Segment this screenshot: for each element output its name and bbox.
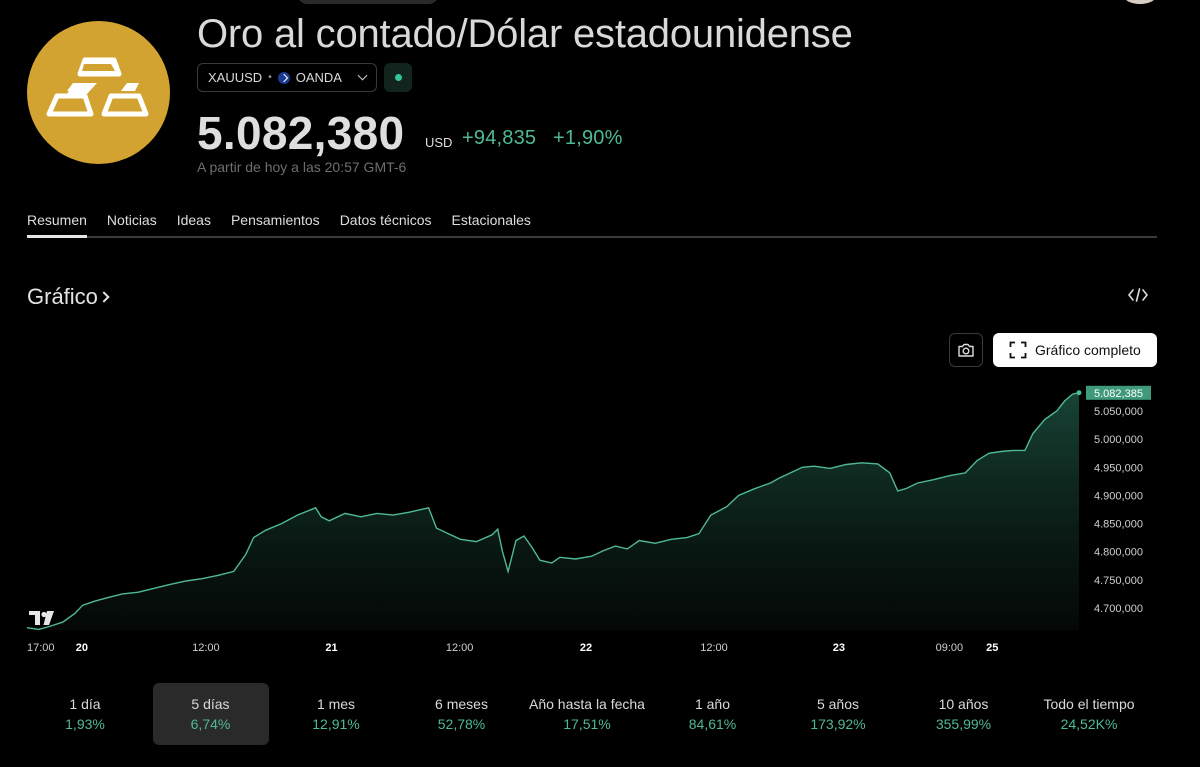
period-change: 173,92% bbox=[810, 716, 866, 732]
x-tick-label: 12:00 bbox=[446, 642, 474, 654]
period-5d[interactable]: 5 días 6,74% bbox=[152, 683, 269, 745]
price-timestamp: A partir de hoy a las 20:57 GMT-6 bbox=[197, 159, 407, 175]
period-change: 24,52K% bbox=[1060, 716, 1118, 732]
current-price: 5.082,380 bbox=[197, 107, 405, 159]
x-tick-label: 09:00 bbox=[936, 642, 964, 654]
period-1y[interactable]: 1 año 84,61% bbox=[655, 683, 771, 745]
period-label: 5 días bbox=[191, 696, 230, 712]
tab-datos-tecnicos[interactable]: Datos técnicos bbox=[339, 212, 432, 228]
status-dot-icon bbox=[394, 74, 402, 81]
price-change-pct: +1,90% bbox=[553, 127, 623, 149]
top-search-bar-edge[interactable] bbox=[298, 0, 438, 4]
y-tick-label: 4.950,000 bbox=[1094, 462, 1143, 474]
separator-dot: • bbox=[268, 72, 272, 83]
period-label: 6 meses bbox=[435, 696, 488, 712]
price-line bbox=[26, 392, 1080, 631]
period-label: Todo el tiempo bbox=[1043, 696, 1135, 712]
period-1m[interactable]: 1 mes 12,91% bbox=[278, 683, 394, 745]
price-change-abs: +94,835 bbox=[462, 127, 537, 149]
period-label: 1 año bbox=[694, 696, 731, 712]
full-chart-label: Gráfico completo bbox=[1035, 342, 1141, 358]
period-label: 5 años bbox=[816, 696, 860, 712]
camera-icon bbox=[958, 343, 974, 357]
period-change: 52,78% bbox=[437, 716, 486, 732]
performance-periods: 1 día 1,93% 5 días 6,74% 1 mes 12,91% 6 mes… bbox=[27, 683, 1157, 745]
x-tick-label: 25 bbox=[986, 642, 998, 654]
price-currency: USD bbox=[425, 135, 453, 150]
x-tick-label: 21 bbox=[325, 642, 337, 654]
y-tick-label: 4.900,000 bbox=[1094, 490, 1143, 502]
period-change: 355,99% bbox=[935, 716, 992, 732]
y-tick-label: 5.000,000 bbox=[1094, 434, 1143, 446]
oanda-icon bbox=[277, 71, 290, 84]
period-change: 12,91% bbox=[312, 716, 360, 732]
broker-label: OANDA bbox=[295, 70, 342, 85]
chevron-right-icon bbox=[98, 291, 110, 303]
period-change: 84,61% bbox=[688, 716, 737, 732]
y-tick-label: 5.050,000 bbox=[1094, 406, 1143, 418]
tab-noticias[interactable]: Noticias bbox=[106, 212, 157, 228]
last-price-point bbox=[1076, 390, 1082, 396]
x-tick-label: 20 bbox=[76, 642, 88, 654]
x-tick-label: 12:00 bbox=[192, 642, 220, 654]
x-tick-label: 23 bbox=[833, 642, 845, 654]
gold-bars-logo bbox=[27, 21, 170, 164]
market-status-indicator[interactable] bbox=[384, 63, 412, 92]
period-10y[interactable]: 10 años 355,99% bbox=[906, 683, 1022, 745]
period-all-time[interactable]: Todo el tiempo 24,52K% bbox=[1031, 683, 1147, 745]
period-5y[interactable]: 5 años 173,92% bbox=[780, 683, 896, 745]
period-6m[interactable]: 6 meses 52,78% bbox=[404, 683, 520, 745]
x-tick-label: 12:00 bbox=[700, 642, 728, 654]
section-tabs: Resumen Noticias Ideas Pensamientos Dato… bbox=[27, 212, 1157, 238]
symbol-label: XAUUSD bbox=[208, 70, 263, 85]
period-label: Año hasta la fecha bbox=[529, 696, 645, 712]
x-tick-label: 17:00 bbox=[27, 642, 55, 654]
x-tick-label: 22 bbox=[580, 642, 592, 654]
price-area-fill bbox=[27, 392, 1079, 630]
period-change: 17,51% bbox=[563, 716, 611, 732]
chevron-down-icon bbox=[357, 70, 368, 81]
page-title: Oro al contado/Dólar estadounidense bbox=[197, 12, 853, 56]
full-chart-button[interactable]: Gráfico completo bbox=[993, 333, 1157, 367]
tab-pensamientos[interactable]: Pensamientos bbox=[230, 212, 320, 228]
chart-section-title: Gráfico bbox=[27, 284, 98, 309]
tab-resumen[interactable]: Resumen bbox=[27, 212, 87, 238]
period-label: 1 día bbox=[69, 696, 101, 712]
period-ytd[interactable]: Año hasta la fecha 17,51% bbox=[529, 683, 645, 745]
period-label: 10 años bbox=[938, 696, 989, 712]
y-tick-label: 4.850,000 bbox=[1094, 519, 1143, 531]
tab-ideas[interactable]: Ideas bbox=[176, 212, 211, 228]
period-label: 1 mes bbox=[316, 696, 356, 712]
tab-estacionales[interactable]: Estacionales bbox=[451, 212, 531, 228]
y-tick-label: 4.700,000 bbox=[1094, 603, 1143, 615]
gold-bars-icon bbox=[46, 57, 149, 117]
period-change: 1,93% bbox=[65, 716, 105, 732]
user-avatar[interactable] bbox=[1124, 0, 1156, 4]
code-embed-icon[interactable] bbox=[1127, 286, 1149, 304]
period-change: 6,74% bbox=[190, 716, 231, 732]
symbol-selector[interactable]: XAUUSD • OANDA bbox=[197, 63, 377, 92]
last-price-label: 5.082,385 bbox=[1094, 388, 1143, 400]
period-1d[interactable]: 1 día 1,93% bbox=[27, 683, 143, 745]
y-tick-label: 4.750,000 bbox=[1094, 575, 1143, 587]
tradingview-logo-icon bbox=[29, 611, 54, 625]
chart-section-link[interactable]: Gráfico bbox=[27, 284, 110, 310]
last-price-badge bbox=[1086, 385, 1151, 400]
snapshot-button[interactable] bbox=[949, 333, 983, 367]
price-chart[interactable]: 4.700,000 4.750,000 4.800,000 4.850,000 4.90… bbox=[0, 375, 1200, 660]
y-tick-label: 4.800,000 bbox=[1094, 547, 1143, 559]
fullscreen-icon bbox=[1009, 341, 1027, 359]
